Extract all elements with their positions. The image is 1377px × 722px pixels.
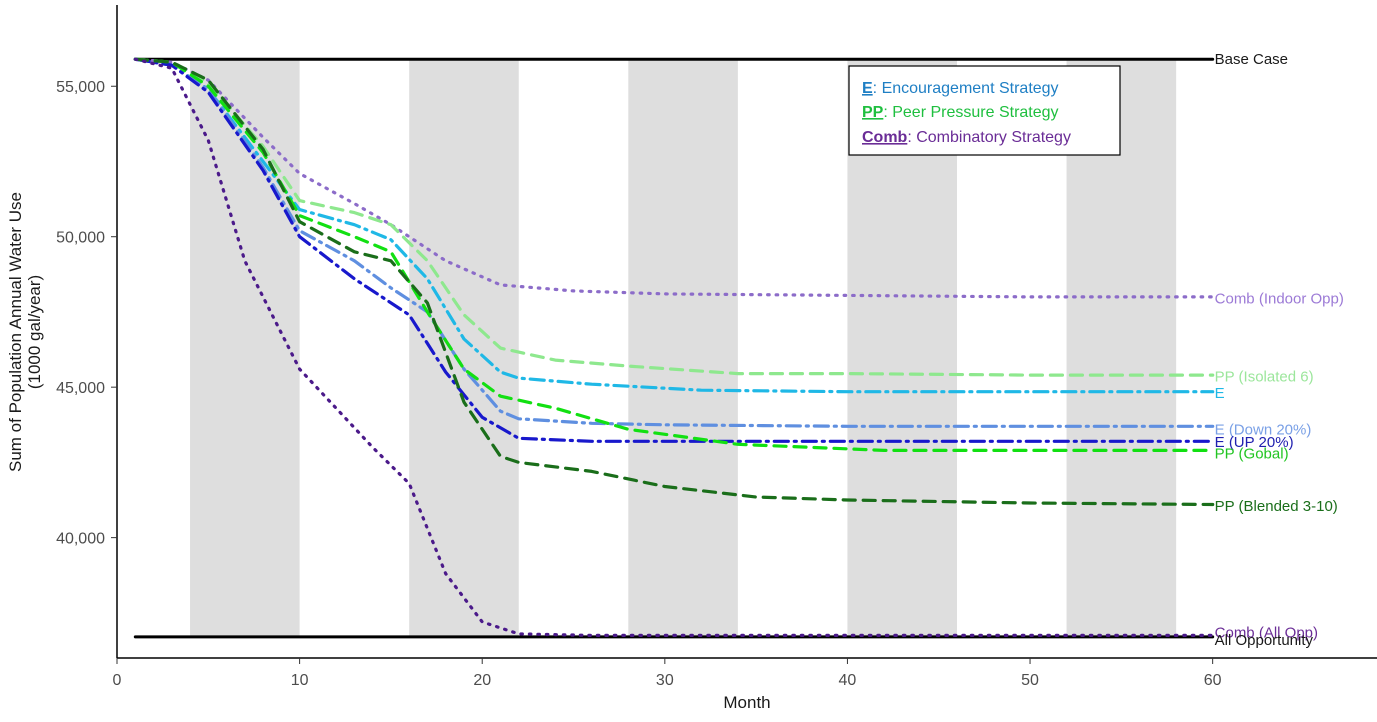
x-tick-label: 0 bbox=[113, 672, 122, 689]
series-label: E (Down 20%) bbox=[1215, 421, 1312, 438]
axes bbox=[116, 5, 1377, 659]
x-tick-label: 40 bbox=[839, 672, 857, 689]
y-tick-label: 40,000 bbox=[56, 531, 105, 548]
x-axis-title: Month bbox=[723, 693, 770, 712]
series-label: E bbox=[1215, 385, 1225, 402]
legend-desc-comb: : Combinatory Strategy bbox=[907, 129, 1071, 146]
x-tick-label: 50 bbox=[1021, 672, 1039, 689]
series-lines bbox=[133, 57, 1215, 639]
x-tick-label: 20 bbox=[473, 672, 491, 689]
series-label: PP (Isolated 6) bbox=[1215, 369, 1314, 386]
shaded-band bbox=[628, 59, 738, 637]
y-tick-label: 55,000 bbox=[56, 79, 105, 96]
series-label: All Opportunity bbox=[1215, 632, 1314, 649]
series-label: PP (Blended 3-10) bbox=[1215, 498, 1338, 515]
series-labels: Base Case Comb (Indoor Opp) PP (Isolated 6… bbox=[1215, 51, 1344, 649]
shaded-band bbox=[190, 59, 300, 637]
series-line-pp-blended-3-10 bbox=[133, 57, 1215, 507]
x-tick-label: 30 bbox=[656, 672, 674, 689]
y-axis-title: Sum of Population Annual Water Use bbox=[6, 192, 25, 472]
series-line-e bbox=[133, 57, 1215, 394]
legend-key-e: E bbox=[862, 80, 873, 97]
series-line-comb-all-opp bbox=[133, 57, 1215, 638]
legend-entry-combinatory: Comb: Combinatory Strategy bbox=[862, 129, 1071, 146]
legend-key-pp: PP bbox=[862, 104, 884, 121]
legend-desc-pp: : Peer Pressure Strategy bbox=[883, 104, 1058, 121]
legend-entry-peer-pressure: PP: Peer Pressure Strategy bbox=[862, 104, 1059, 121]
series-label: Comb (Indoor Opp) bbox=[1215, 290, 1344, 307]
legend-entry-encouragement: E: Encouragement Strategy bbox=[862, 80, 1059, 97]
series-label: Comb (All Opp) bbox=[1215, 624, 1318, 641]
x-tick-label: 10 bbox=[291, 672, 309, 689]
y-axis-subtitle: (1000 gal/year) bbox=[25, 275, 44, 389]
series-line-pp-gobal bbox=[133, 57, 1215, 452]
legend-key-comb: Comb bbox=[862, 129, 908, 146]
legend: E: Encouragement Strategy PP: Peer Press… bbox=[848, 65, 1121, 156]
y-tick-label: 45,000 bbox=[56, 380, 105, 397]
series-label: E (UP 20%) bbox=[1215, 434, 1294, 451]
y-ticks: 40,000 45,000 50,000 55,000 bbox=[56, 79, 117, 548]
x-tick-label: 60 bbox=[1204, 672, 1222, 689]
y-tick-label: 50,000 bbox=[56, 230, 105, 247]
series-label: Base Case bbox=[1215, 51, 1288, 68]
series-line-e-up-20 bbox=[133, 57, 1215, 443]
legend-box bbox=[848, 65, 1121, 156]
series-label: PP (Gobal) bbox=[1215, 445, 1289, 462]
legend-desc-e: : Encouragement Strategy bbox=[873, 80, 1059, 97]
x-ticks: 0 10 20 30 40 50 60 bbox=[113, 658, 1222, 689]
